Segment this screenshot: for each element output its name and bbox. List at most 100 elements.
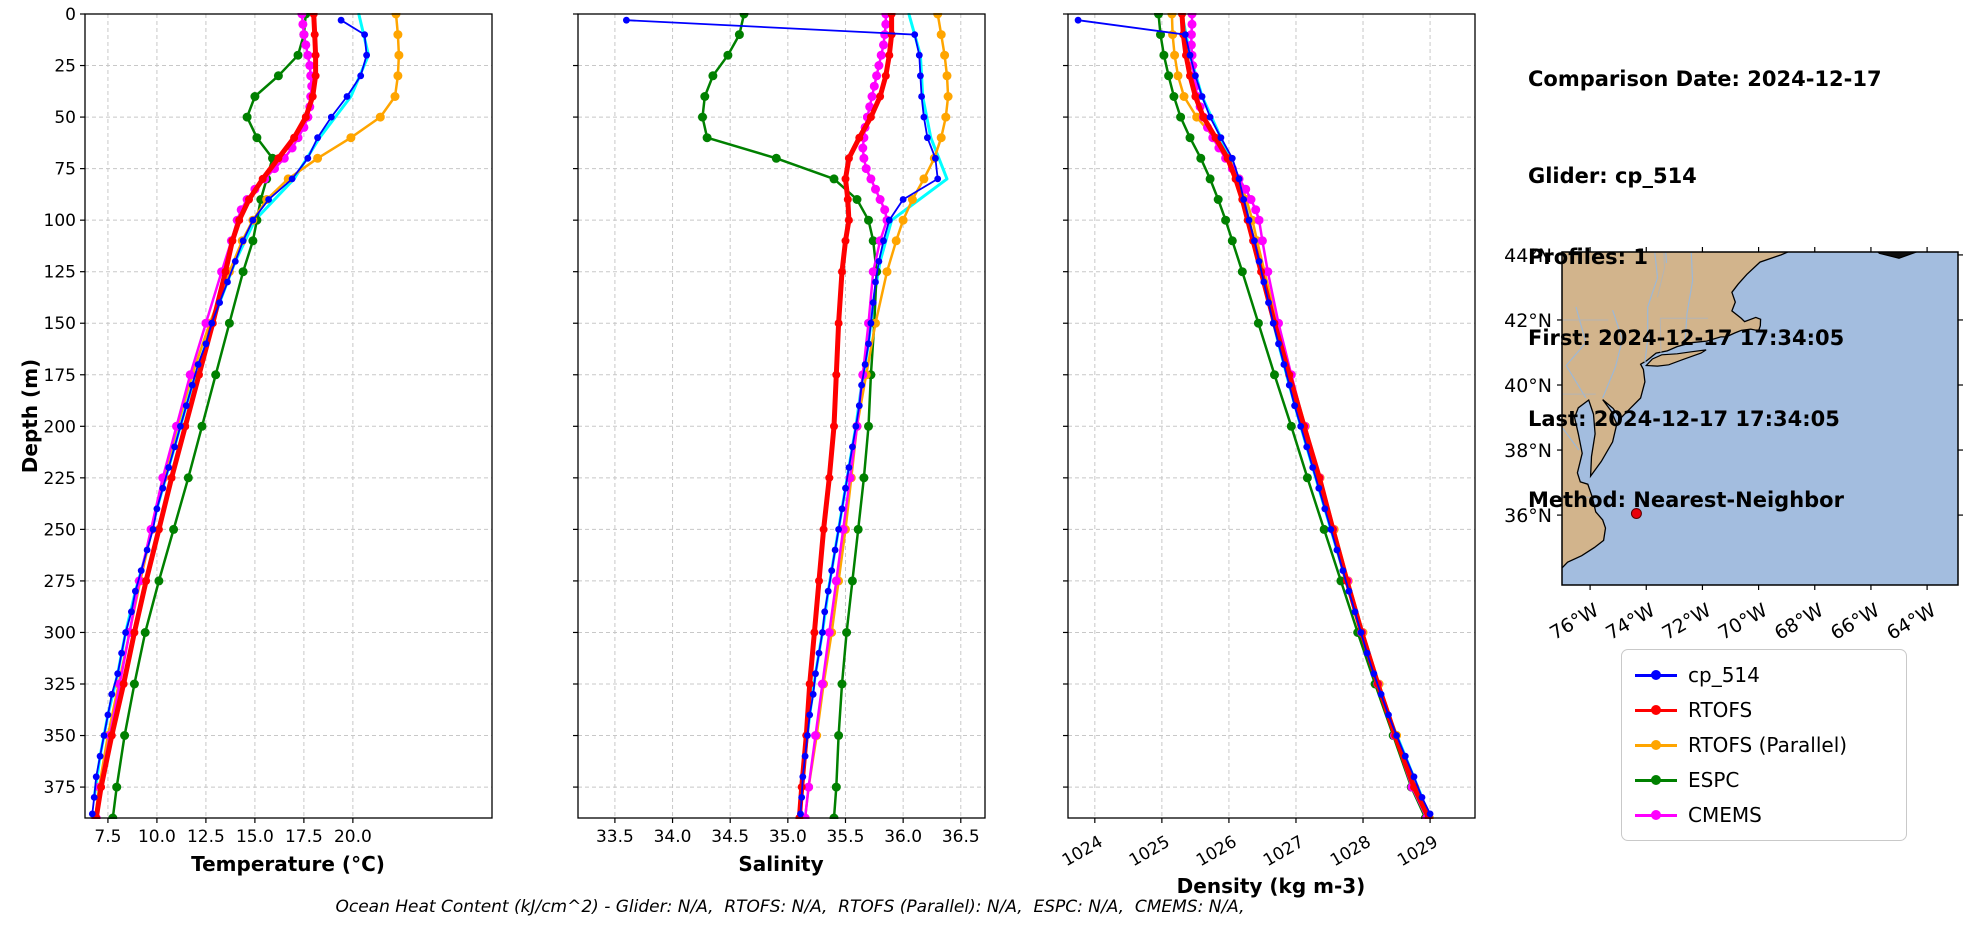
svg-text:125: 125 <box>44 263 76 283</box>
series-CMEMS <box>800 13 892 819</box>
svg-text:20.0: 20.0 <box>334 827 372 847</box>
svg-text:35.5: 35.5 <box>827 827 865 847</box>
glider-position-marker <box>1630 507 1642 519</box>
svg-text:17.5: 17.5 <box>285 827 323 847</box>
series-cp_514 <box>623 16 942 818</box>
svg-text:42°N: 42°N <box>1504 310 1552 332</box>
svg-text:0: 0 <box>65 5 76 25</box>
legend: cp_514 RTOFS RTOFS (Parallel) ESPC CMEMS <box>1621 649 1907 841</box>
svg-text:225: 225 <box>44 469 76 489</box>
depth-axis-label: Depth (m) <box>18 358 42 474</box>
svg-text:175: 175 <box>44 366 76 386</box>
river-line <box>1565 306 1587 399</box>
first-profile-time-text: First: 2024-12-17 17:34:05 <box>1528 326 1845 350</box>
svg-text:1027: 1027 <box>1260 832 1307 871</box>
glider-name-text: Glider: cp_514 <box>1528 164 1697 188</box>
legend-entry: RTOFS <box>1635 694 1893 726</box>
info-panel: Comparison Date: 2024-12-17 Glider: cp_5… <box>1528 12 1882 568</box>
svg-text:10.0: 10.0 <box>138 827 176 847</box>
profiles-count-text: Profiles: 1 <box>1528 245 1649 269</box>
comparison-date-text: Comparison Date: 2024-12-17 <box>1528 67 1882 91</box>
series-ESPC <box>108 13 311 819</box>
svg-text:250: 250 <box>44 520 76 540</box>
svg-text:35.0: 35.0 <box>769 827 807 847</box>
svg-text:350: 350 <box>44 727 76 747</box>
svg-text:50: 50 <box>54 108 76 128</box>
river-line <box>1684 252 1694 343</box>
svg-text:1029: 1029 <box>1394 832 1441 871</box>
river-line <box>1665 252 1668 264</box>
svg-text:76°W: 76°W <box>1546 599 1603 644</box>
svg-text:44°N: 44°N <box>1504 245 1552 267</box>
svg-text:1025: 1025 <box>1126 832 1173 871</box>
legend-line-marker-icon <box>1635 703 1677 717</box>
ocean-heat-content-note: Ocean Heat Content (kJ/cm^2) - Glider: N… <box>335 897 1245 917</box>
svg-text:64°W: 64°W <box>1883 599 1940 644</box>
legend-line-marker-icon <box>1635 773 1677 787</box>
svg-text:36.5: 36.5 <box>942 827 980 847</box>
svg-text:200: 200 <box>44 417 76 437</box>
svg-text:12.5: 12.5 <box>187 827 225 847</box>
legend-entry: cp_514 <box>1635 659 1893 691</box>
tick-labels: 7.5 10.0 12.5 15.0 17.5 20.0 0 25 50 75 100 125 150 1… <box>44 5 372 847</box>
tick-labels: 33.5 34.0 34.5 35.0 35.5 36.0 36.5 <box>573 13 980 847</box>
legend-label: CMEMS <box>1688 803 1762 827</box>
long-island-landmass <box>1644 349 1707 367</box>
series-ESPC <box>1154 13 1430 819</box>
axes-frame <box>577 13 986 819</box>
gridlines <box>578 13 985 818</box>
last-profile-time-text: Last: 2024-12-17 17:34:05 <box>1528 407 1840 431</box>
svg-text:300: 300 <box>44 623 76 643</box>
svg-text:38°N: 38°N <box>1504 440 1552 462</box>
legend-label: RTOFS <box>1688 698 1753 722</box>
legend-entry: RTOFS (Parallel) <box>1635 729 1893 761</box>
svg-text:74°W: 74°W <box>1602 599 1659 644</box>
svg-text:375: 375 <box>44 778 76 798</box>
svg-text:40°N: 40°N <box>1504 375 1552 397</box>
svg-text:1024: 1024 <box>1059 832 1106 871</box>
state-border-line <box>1659 318 1662 353</box>
svg-text:7.5: 7.5 <box>94 827 121 847</box>
legend-entry: CMEMS <box>1635 799 1893 831</box>
state-border-line <box>1657 252 1666 298</box>
gridlines <box>85 13 492 818</box>
svg-text:70°W: 70°W <box>1715 599 1772 644</box>
series-layer <box>623 13 953 819</box>
svg-text:34.0: 34.0 <box>654 827 692 847</box>
svg-text:34.5: 34.5 <box>711 827 749 847</box>
series-cp_514 <box>1074 16 1434 818</box>
salinity-axis-label: Salinity <box>738 852 824 876</box>
svg-text:100: 100 <box>44 211 76 231</box>
series-RTOFS <box>1178 13 1433 819</box>
legend-line-marker-icon <box>1635 808 1677 822</box>
tick-labels: 1024 1025 1026 1027 1028 1029 <box>1059 13 1442 871</box>
nova-scotia-landmass <box>1877 252 1919 259</box>
legend-label: cp_514 <box>1688 663 1760 687</box>
method-text: Method: Nearest-Neighbor <box>1528 488 1844 512</box>
river-line <box>1562 426 1580 451</box>
series-CMEMS <box>1186 13 1432 819</box>
series-RTOFS <box>92 13 320 819</box>
svg-text:150: 150 <box>44 314 76 334</box>
svg-text:36.0: 36.0 <box>884 827 922 847</box>
axes-frame <box>84 13 493 819</box>
svg-text:25: 25 <box>54 57 76 77</box>
svg-text:1028: 1028 <box>1327 832 1374 871</box>
temperature-axis-label: Temperature (°C) <box>191 852 385 876</box>
svg-text:36°N: 36°N <box>1504 505 1552 527</box>
series-RTOFS (Parallel) <box>90 13 404 819</box>
series-RTOFS <box>795 13 896 819</box>
map-frame <box>1561 251 1959 586</box>
legend-entry: ESPC <box>1635 764 1893 796</box>
svg-text:275: 275 <box>44 572 76 592</box>
map <box>1562 252 1958 585</box>
gridlines <box>1068 13 1475 818</box>
svg-text:72°W: 72°W <box>1658 599 1715 644</box>
series-layer <box>88 13 404 819</box>
density-axis-label: Density (kg m-3) <box>1176 874 1366 898</box>
legend-line-marker-icon <box>1635 738 1677 752</box>
svg-text:15.0: 15.0 <box>236 827 274 847</box>
series-cp_514 <box>88 16 370 818</box>
